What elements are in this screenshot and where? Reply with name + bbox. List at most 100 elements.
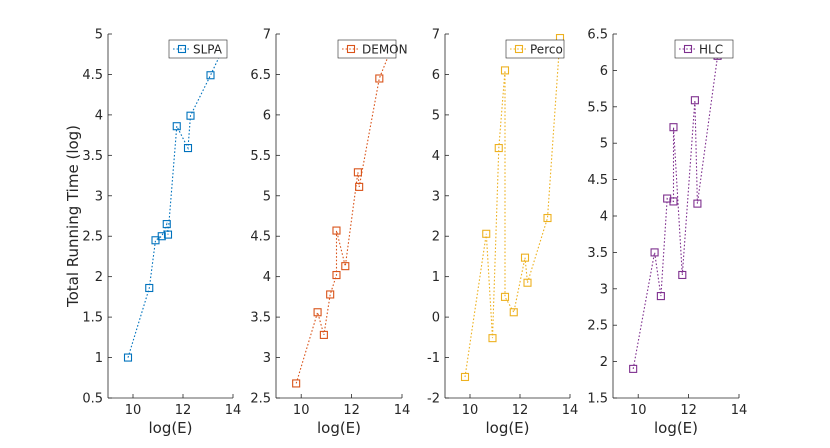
data-point [663, 194, 672, 203]
x-axis-label: log(E) [654, 419, 698, 437]
data-point [482, 229, 491, 238]
x-axis-label: log(E) [148, 419, 192, 437]
data-point [292, 379, 301, 388]
data-point [186, 111, 195, 120]
x-tick-label: 14 [562, 403, 579, 418]
y-tick-label: 3 [432, 189, 440, 204]
x-tick-label: 10 [125, 403, 142, 418]
data-point [656, 292, 665, 301]
y-tick-label: 5 [95, 28, 103, 43]
x-tick-label: 10 [462, 403, 479, 418]
series-line-demon [295, 46, 393, 384]
y-tick-label: 1.5 [587, 392, 608, 407]
data-point [162, 220, 171, 229]
y-tick-label: 1 [95, 351, 103, 366]
legend-label: HLC [699, 43, 723, 57]
data-point [523, 278, 532, 287]
y-tick-label: 3.5 [587, 246, 608, 261]
legend-marker [346, 44, 356, 54]
x-axis-label: log(E) [485, 419, 529, 437]
legend-box [337, 39, 397, 59]
y-tick-label: 5 [432, 108, 440, 123]
y-tick-label: 7 [263, 28, 271, 43]
y-tick-label: 4 [95, 108, 103, 123]
chart-panel-1: 0.5 1 1.5 2 2.5 3 3.5 4 4.5 5 10 12 14 log(E) Total Ru… [64, 28, 241, 438]
series-line-perco [464, 37, 561, 378]
data-point [375, 74, 384, 83]
data-point [669, 123, 678, 132]
data-point [488, 334, 497, 343]
y-tick-label: 2 [432, 230, 440, 245]
data-point [629, 364, 638, 373]
y-tick-label: 6 [600, 64, 608, 79]
data-point [355, 182, 364, 191]
x-tick-label: 10 [630, 403, 647, 418]
data-point [460, 372, 470, 382]
data-point [183, 144, 193, 153]
legend-marker [177, 44, 187, 54]
legend-marker [683, 44, 693, 54]
y-tick-label: 6.5 [250, 68, 271, 83]
y-tick-label: 3 [600, 282, 608, 297]
x-tick-label: 10 [293, 403, 310, 418]
legend-box [505, 39, 565, 59]
y-tick-label: 1.5 [82, 311, 103, 326]
data-point [543, 213, 552, 223]
chart-panel-2: 2.5 3 3.5 4 4.5 5 5.5 6 6.5 7 10 12 14 log(E) DEMON [250, 28, 410, 438]
y-tick-label: -1 [427, 351, 440, 366]
y-tick-label: 4.5 [250, 230, 271, 245]
y-tick-label: 2.5 [250, 392, 271, 407]
y-tick-label: 5 [600, 137, 608, 152]
y-tick-label: 3 [263, 351, 271, 366]
x-tick-label: 12 [680, 403, 697, 418]
y-tick-label: 3 [95, 189, 103, 204]
x-tick-label: 12 [343, 403, 360, 418]
data-point [313, 308, 322, 317]
y-tick-label: 2.5 [82, 230, 103, 245]
y-tick-label: 2 [600, 355, 608, 370]
y-tick-label: -2 [427, 392, 440, 407]
y-tick-label: 3.5 [82, 149, 103, 164]
y-axis-label: Total Running Time (log) [64, 125, 82, 308]
y-tick-label: 3.5 [250, 311, 271, 326]
data-point [172, 122, 181, 131]
data-point [341, 262, 350, 271]
y-tick-label: 4 [263, 270, 271, 285]
legend-box [168, 39, 228, 59]
series-line-slpa [127, 48, 224, 358]
y-tick-label: 1 [432, 270, 440, 285]
y-tick-label: 4 [600, 210, 608, 225]
legend-box [674, 39, 734, 59]
data-point [123, 353, 133, 362]
x-tick-label: 14 [225, 403, 242, 418]
y-tick-label: 7 [432, 28, 440, 43]
y-tick-label: 5.5 [250, 149, 271, 164]
data-point [319, 330, 328, 339]
data-point [678, 270, 687, 280]
data-point [500, 66, 510, 75]
x-tick-label: 14 [731, 403, 748, 418]
data-point [145, 283, 154, 293]
y-tick-label: 6 [263, 108, 271, 123]
x-tick-label: 12 [175, 403, 192, 418]
legend-label: DEMON [362, 43, 408, 57]
data-point [494, 144, 503, 153]
data-point [157, 232, 166, 241]
data-point [332, 270, 341, 280]
series-line-hlc [632, 55, 719, 369]
y-tick-label: 0 [432, 311, 440, 326]
y-tick-label: 0.5 [82, 392, 103, 407]
data-point [650, 248, 659, 257]
data-point [332, 226, 341, 235]
legend-label: SLPA [193, 43, 223, 57]
x-axis-label: log(E) [317, 419, 361, 437]
legend-label: Perco [530, 43, 563, 57]
x-tick-label: 12 [512, 403, 529, 418]
legend-marker [514, 44, 524, 54]
data-point [163, 230, 173, 239]
y-tick-label: 6.5 [587, 28, 608, 43]
data-point [500, 292, 510, 301]
y-tick-label: 4.5 [82, 68, 103, 83]
